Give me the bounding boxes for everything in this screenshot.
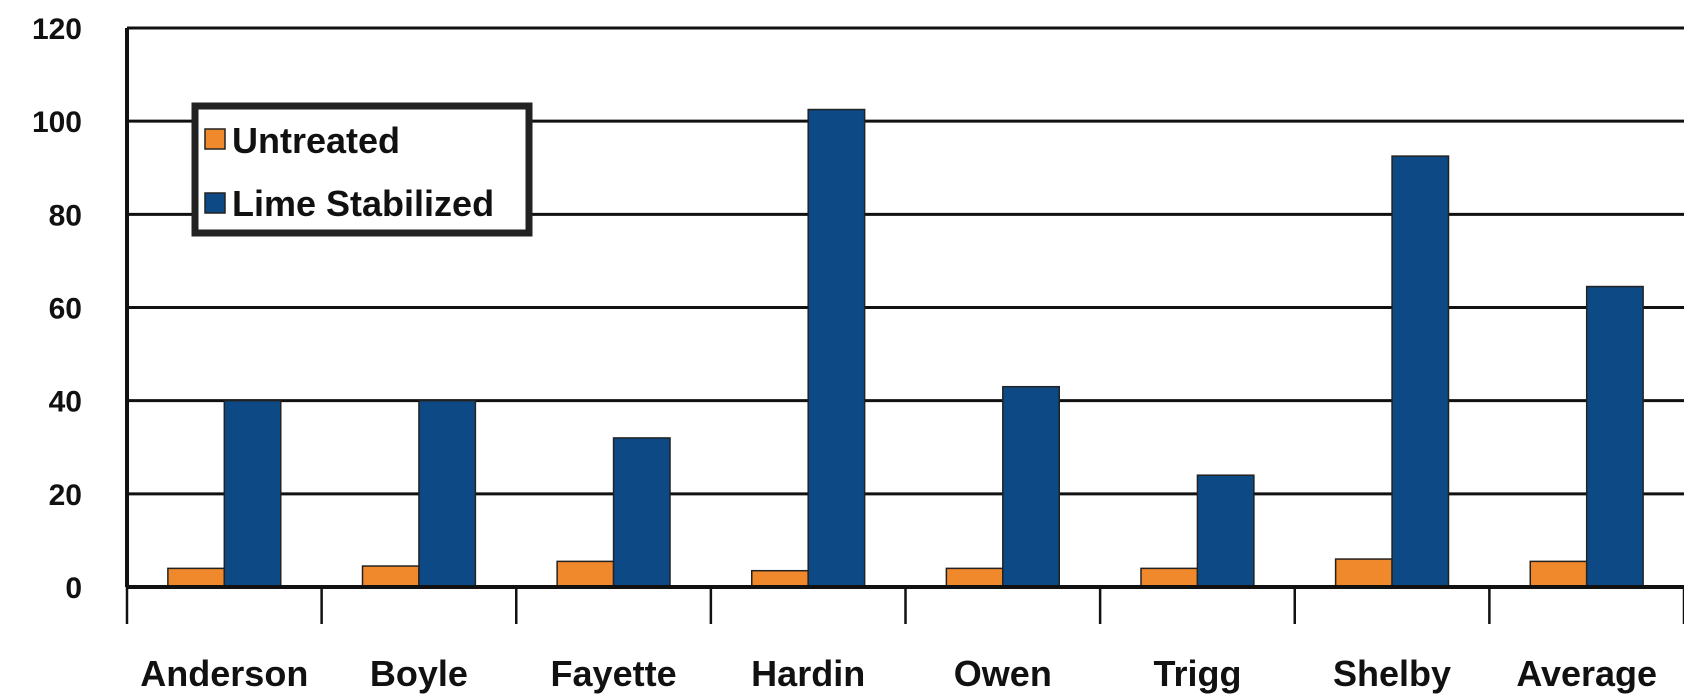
bar-lime-stabilized-shelby (1391, 155, 1450, 588)
bar-lime-stabilized-boyle (418, 399, 477, 588)
y-tick-label: 40 (49, 386, 82, 419)
x-tick-label-owen: Owen (954, 653, 1052, 694)
x-tick-label-hardin: Hardin (751, 653, 865, 694)
bar-lime-stabilized-hardin (807, 108, 866, 588)
bar-untreated-shelby (1334, 558, 1393, 588)
bar-untreated-average (1529, 560, 1588, 588)
bar-lime-stabilized-average (1585, 285, 1644, 588)
y-tick-label: 100 (32, 106, 82, 139)
axes (125, 28, 1684, 624)
y-tick-label: 60 (49, 293, 82, 326)
x-tick-label-trigg: Trigg (1153, 653, 1241, 694)
bar-lime-stabilized-trigg (1196, 474, 1255, 588)
y-tick-label: 120 (32, 13, 82, 46)
legend-box (191, 102, 533, 237)
bar-untreated-trigg (1140, 567, 1199, 588)
bars (167, 108, 1644, 588)
bar-untreated-fayette (556, 560, 615, 588)
x-tick-label-shelby: Shelby (1333, 653, 1451, 694)
bar-lime-stabilized-fayette (612, 437, 671, 588)
y-tick-label: 20 (49, 479, 82, 512)
bar-untreated-anderson (167, 567, 226, 588)
legend-swatch-lime-stabilized (204, 192, 226, 214)
y-tick-label: 80 (49, 199, 82, 232)
bar-lime-stabilized-anderson (223, 399, 282, 588)
legend-label-untreated: Untreated (232, 120, 400, 161)
y-tick-label: 0 (65, 572, 82, 605)
x-tick-label-average: Average (1516, 653, 1657, 694)
x-tick-label-boyle: Boyle (370, 653, 468, 694)
legend-swatch-untreated (204, 128, 226, 150)
legend: Untreated Lime Stabilized (191, 102, 533, 237)
bar-untreated-owen (945, 567, 1004, 588)
x-axis-tick-labels: Anderson Boyle Fayette Hardin Owen Trigg Shelb… (140, 653, 1657, 694)
legend-label-lime-stabilized: Lime Stabilized (232, 183, 494, 224)
bar-untreated-boyle (361, 565, 420, 588)
bar-untreated-hardin (750, 569, 809, 588)
x-tick-label-anderson: Anderson (140, 653, 308, 694)
y-axis-tick-labels: 0 20 40 60 80 100 120 (32, 13, 82, 605)
x-tick-label-fayette: Fayette (551, 653, 677, 694)
bar-lime-stabilized-owen (1002, 385, 1061, 588)
